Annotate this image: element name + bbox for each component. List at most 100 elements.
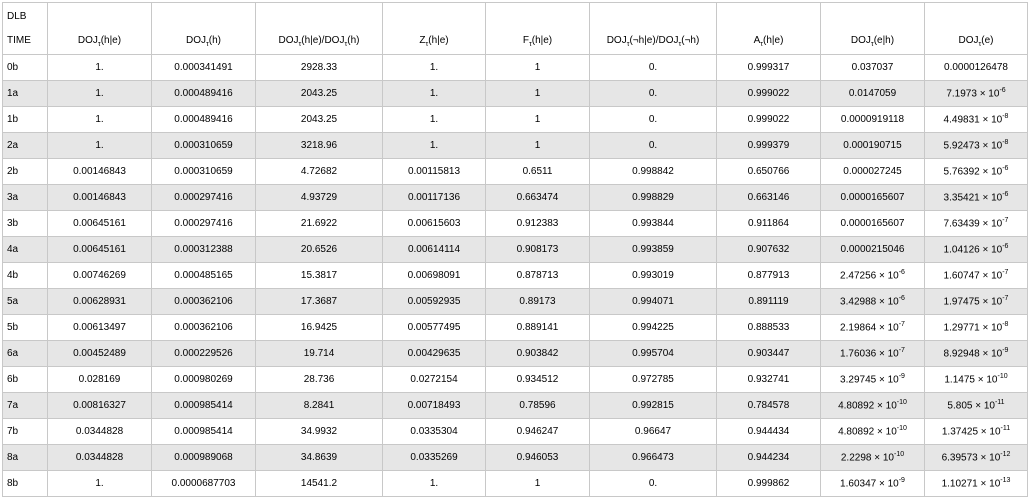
- table-cell: 0.912383: [485, 210, 590, 237]
- row-label: 8b: [2, 470, 48, 497]
- table-cell: 0.663146: [716, 184, 821, 211]
- table-cell: 1.: [47, 106, 152, 133]
- table-row: 8a 0.0344828 0.000989068 34.8639 0.0335269 0.…: [2, 444, 1028, 471]
- table-row: 4a 0.00645161 0.000312388 20.6526 0.00614114…: [2, 236, 1028, 263]
- table-cell: 0.000989068: [151, 444, 256, 471]
- table-cell: 0.888533: [716, 314, 821, 341]
- table-cell: 0.994071: [589, 288, 717, 315]
- table-cell: 1.: [382, 106, 486, 133]
- table-cell: 20.6526: [255, 236, 383, 263]
- table-cell: 0.000297416: [151, 210, 256, 237]
- row-label: 4a: [2, 236, 48, 263]
- table-cell: 0.00746269: [47, 262, 152, 289]
- table-cell: 0.0344828: [47, 444, 152, 471]
- table-cell: 0.878713: [485, 262, 590, 289]
- table-cell: 0.0000687703: [151, 470, 256, 497]
- table-row: 3b 0.00645161 0.000297416 21.6922 0.00615603…: [2, 210, 1028, 237]
- table-cell: 0.000297416: [151, 184, 256, 211]
- column-header: DOJτ(h|e): [47, 2, 152, 55]
- table-cell: 1.10271 × 10-13: [924, 470, 1028, 497]
- table-cell: 0.028169: [47, 366, 152, 393]
- table-cell: 0.00718493: [382, 392, 486, 419]
- table-cell: 0.96647: [589, 418, 717, 445]
- table-cell: 1: [485, 80, 590, 107]
- table-cell: 0.999379: [716, 132, 821, 159]
- table-cell: 0.0335304: [382, 418, 486, 445]
- table-cell: 0.000190715: [820, 132, 925, 159]
- table-cell: 0.00614114: [382, 236, 486, 263]
- table-cell: 0.999022: [716, 106, 821, 133]
- column-header: Zτ(h|e): [382, 2, 486, 55]
- table-cell: 1.: [382, 80, 486, 107]
- row-label: 5b: [2, 314, 48, 341]
- table-cell: 0.000489416: [151, 80, 256, 107]
- table-cell: 17.3687: [255, 288, 383, 315]
- table-cell: 0.998829: [589, 184, 717, 211]
- table-cell: 0.89173: [485, 288, 590, 315]
- table-cell: 0.6511: [485, 158, 590, 185]
- table-cell: 0.889141: [485, 314, 590, 341]
- row-label: 3a: [2, 184, 48, 211]
- table-cell: 0.903842: [485, 340, 590, 367]
- row-label: 0b: [2, 54, 48, 81]
- table-cell: 8.2841: [255, 392, 383, 419]
- table-cell: 0.00613497: [47, 314, 152, 341]
- table-cell: 0.999317: [716, 54, 821, 81]
- table-cell: 1.60747 × 10-7: [924, 262, 1028, 289]
- table-row: 1a 1. 0.000489416 2043.25 1. 1 0. 0.999022 0.014…: [2, 80, 1028, 107]
- table-cell: 1.37425 × 10-11: [924, 418, 1028, 445]
- table-cell: 15.3817: [255, 262, 383, 289]
- table-cell: 0.650766: [716, 158, 821, 185]
- row-label: 6a: [2, 340, 48, 367]
- table-cell: 28.736: [255, 366, 383, 393]
- table-cell: 16.9425: [255, 314, 383, 341]
- table-cell: 0.000312388: [151, 236, 256, 263]
- table-cell: 5.76392 × 10-6: [924, 158, 1028, 185]
- table-cell: 0.0000165607: [820, 184, 925, 211]
- table-cell: 0.000341491: [151, 54, 256, 81]
- table-cell: 5.805 × 10-11: [924, 392, 1028, 419]
- row-label: 2b: [2, 158, 48, 185]
- column-header: DOJτ(e): [924, 2, 1028, 55]
- table-cell: 1: [485, 106, 590, 133]
- table-cell: 0.00615603: [382, 210, 486, 237]
- table-cell: 1.29771 × 10-8: [924, 314, 1028, 341]
- table-cell: 7.63439 × 10-7: [924, 210, 1028, 237]
- table-cell: 0.000310659: [151, 132, 256, 159]
- table-cell: 0.00577495: [382, 314, 486, 341]
- table-cell: 0.966473: [589, 444, 717, 471]
- table-cell: 0.993019: [589, 262, 717, 289]
- table-cell: 0.: [589, 80, 717, 107]
- table-row: 2b 0.00146843 0.000310659 4.72682 0.00115813…: [2, 158, 1028, 185]
- table-cell: 4.49831 × 10-8: [924, 106, 1028, 133]
- column-header: DOJτ(e|h): [820, 2, 925, 55]
- table-cell: 0.00816327: [47, 392, 152, 419]
- table-cell: 1.: [382, 54, 486, 81]
- table-cell: 0.000362106: [151, 288, 256, 315]
- table-cell: 0.999022: [716, 80, 821, 107]
- table-cell: 0.: [589, 470, 717, 497]
- table-cell: 0.946053: [485, 444, 590, 471]
- table-cell: 1.: [47, 54, 152, 81]
- table-cell: 0.000985414: [151, 418, 256, 445]
- table-cell: 0.907632: [716, 236, 821, 263]
- table-cell: 0.932741: [716, 366, 821, 393]
- row-label: 6b: [2, 366, 48, 393]
- time-label: TIME: [7, 35, 31, 46]
- table-cell: 2.47256 × 10-6: [820, 262, 925, 289]
- table-cell: 0.944234: [716, 444, 821, 471]
- table-cell: 0.0000165607: [820, 210, 925, 237]
- table-cell: 0.00146843: [47, 184, 152, 211]
- table-cell: 0.663474: [485, 184, 590, 211]
- table-cell: 5.92473 × 10-8: [924, 132, 1028, 159]
- table-cell: 0.998842: [589, 158, 717, 185]
- row-label: 8a: [2, 444, 48, 471]
- table-row: 6b 0.028169 0.000980269 28.736 0.0272154 0.93…: [2, 366, 1028, 393]
- column-header: Fτ(h|e): [485, 2, 590, 55]
- row-label: 2a: [2, 132, 48, 159]
- table-row: 6a 0.00452489 0.000229526 19.714 0.00429635 0…: [2, 340, 1028, 367]
- table-cell: 1.97475 × 10-7: [924, 288, 1028, 315]
- table-cell: 0.000489416: [151, 106, 256, 133]
- row-label: 3b: [2, 210, 48, 237]
- table-cell: 0.0272154: [382, 366, 486, 393]
